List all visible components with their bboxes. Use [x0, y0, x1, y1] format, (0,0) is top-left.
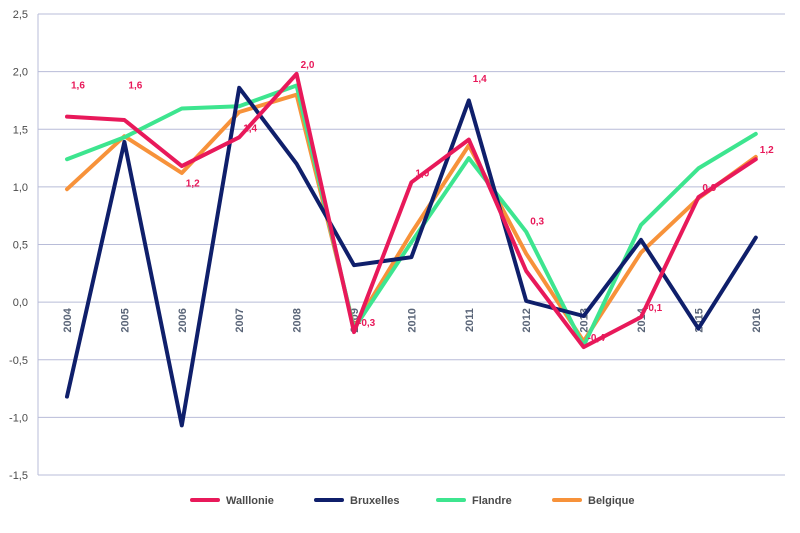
- y-tick-label: -1,0: [9, 412, 28, 424]
- data-label: 1,4: [243, 123, 257, 134]
- legend-label-bruxelles: Bruxelles: [350, 495, 400, 507]
- data-labels: 1,6 1,6 1,2 1,4 2,0 -0,3 1,0 1,4 0,3 -0,4 -0,1 0,9 1…: [71, 60, 774, 344]
- x-tick-label: 2010: [406, 308, 418, 332]
- data-label: 1,2: [760, 145, 774, 156]
- y-tick-label: 1,5: [13, 124, 28, 136]
- series-line-flandre: [65, 83, 758, 348]
- data-label: 0,9: [702, 183, 716, 194]
- data-label: -0,4: [588, 333, 606, 344]
- x-axis-ticks: 2004 2005 2006 2007 2008 2009 2010 2011 2012 2013…: [62, 307, 763, 332]
- series-line-walllonie: [65, 71, 758, 350]
- y-tick-label: 2,0: [13, 67, 28, 79]
- x-tick-label: 2016: [751, 308, 763, 332]
- data-label: 2,0: [301, 60, 315, 71]
- data-label: -0,1: [645, 303, 663, 314]
- y-tick-label: -1,5: [9, 470, 28, 482]
- series-line-bruxelles: [65, 85, 758, 428]
- data-label: 1,2: [186, 179, 200, 190]
- x-tick-label: 2011: [464, 308, 476, 332]
- series-lines: [65, 71, 758, 428]
- x-tick-label: 2012: [521, 308, 533, 332]
- data-label: 0,3: [530, 217, 544, 228]
- data-label: -0,3: [358, 318, 376, 329]
- x-tick-label: 2004: [62, 307, 74, 332]
- y-tick-label: 1,0: [13, 182, 28, 194]
- y-axis-ticks: -1,5 -1,0 -0,5 0,0 0,5 1,0 1,5 2,0 2,5: [9, 9, 28, 482]
- y-tick-label: -0,5: [9, 355, 28, 367]
- y-tick-label: 0,5: [13, 240, 28, 252]
- y-tick-label: 2,5: [13, 9, 28, 21]
- data-label: 1,4: [473, 74, 487, 85]
- data-label: 1,0: [415, 168, 429, 179]
- data-label: 1,6: [128, 81, 142, 92]
- x-tick-label: 2014: [636, 307, 648, 332]
- data-label: 1,6: [71, 81, 85, 92]
- legend-label-belgique: Belgique: [588, 495, 634, 507]
- legend-label-walllonie: Walllonie: [226, 495, 274, 507]
- legend: Walllonie Bruxelles Flandre Belgique: [190, 495, 634, 507]
- x-tick-label: 2006: [177, 308, 189, 332]
- x-tick-label: 2008: [292, 308, 304, 332]
- x-tick-label: 2005: [119, 308, 131, 332]
- legend-label-flandre: Flandre: [472, 495, 512, 507]
- y-tick-label: 0,0: [13, 297, 28, 309]
- series-line-belgique: [65, 92, 758, 344]
- x-tick-label: 2007: [234, 308, 246, 332]
